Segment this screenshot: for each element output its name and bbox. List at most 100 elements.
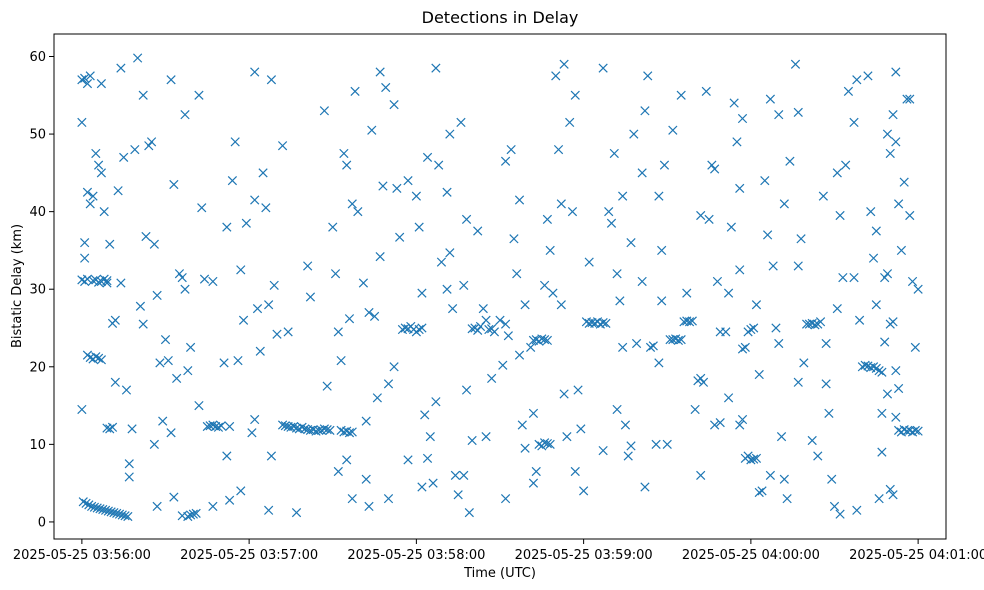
data-point xyxy=(676,335,686,345)
data-point xyxy=(93,160,104,170)
data-point xyxy=(863,71,873,81)
data-point xyxy=(484,324,494,335)
data-point xyxy=(127,424,137,434)
data-point xyxy=(556,199,566,209)
data-point xyxy=(559,389,569,399)
data-point xyxy=(102,276,112,286)
data-point xyxy=(893,199,904,209)
data-point xyxy=(746,324,756,335)
data-point xyxy=(573,385,583,395)
data-point xyxy=(710,420,720,430)
data-point xyxy=(247,428,257,438)
data-point xyxy=(169,492,179,502)
data-point xyxy=(191,508,201,519)
data-point xyxy=(626,238,636,248)
data-point xyxy=(105,239,115,249)
data-point xyxy=(687,316,697,326)
data-point xyxy=(905,210,915,221)
data-point xyxy=(333,466,343,477)
x-axis-label: Time (UTC) xyxy=(463,566,536,581)
data-point xyxy=(219,358,229,368)
data-point xyxy=(721,327,731,337)
data-point xyxy=(464,508,474,518)
data-point xyxy=(534,439,544,449)
data-point xyxy=(877,367,887,377)
data-point xyxy=(740,342,750,353)
data-point xyxy=(447,303,458,314)
data-point xyxy=(197,203,207,213)
data-point xyxy=(682,288,692,298)
data-point xyxy=(144,141,154,151)
data-point xyxy=(732,137,742,147)
data-point xyxy=(623,451,633,461)
data-point xyxy=(743,451,753,461)
data-point xyxy=(117,510,127,520)
data-point xyxy=(236,265,246,275)
data-point xyxy=(305,292,316,302)
data-point xyxy=(548,288,558,298)
data-point xyxy=(414,324,424,335)
data-point xyxy=(146,137,157,147)
data-point xyxy=(183,511,193,522)
data-point xyxy=(364,501,374,512)
data-point xyxy=(551,71,561,81)
data-point xyxy=(751,300,762,310)
data-point xyxy=(119,152,129,162)
data-point xyxy=(723,393,734,403)
data-point xyxy=(107,422,118,432)
data-point xyxy=(690,404,700,415)
data-point xyxy=(208,501,218,512)
data-point xyxy=(224,421,235,432)
data-point xyxy=(133,53,143,63)
data-point xyxy=(81,498,91,508)
data-point xyxy=(422,152,433,162)
data-point xyxy=(369,311,380,321)
data-point xyxy=(559,59,569,69)
data-point xyxy=(116,278,126,288)
data-point xyxy=(431,63,441,73)
data-point xyxy=(208,276,218,287)
x-tick-label: 2025-05-25 04:00:00 xyxy=(682,548,820,563)
data-point xyxy=(121,385,132,395)
data-point xyxy=(852,75,862,85)
data-point xyxy=(130,144,140,155)
data-point xyxy=(87,501,97,512)
data-point xyxy=(746,455,756,465)
x-axis-ticks: 2025-05-25 03:56:00 2025-05-25 03:57:00 20… xyxy=(13,539,984,563)
data-point xyxy=(618,342,628,353)
data-point xyxy=(528,478,539,488)
data-point xyxy=(110,377,120,387)
data-point xyxy=(654,358,664,368)
data-point xyxy=(762,230,773,240)
data-point xyxy=(776,431,787,442)
data-point xyxy=(445,248,455,258)
data-point xyxy=(790,59,801,69)
data-point xyxy=(172,373,182,384)
data-point xyxy=(737,113,748,124)
data-point xyxy=(152,290,162,301)
data-point xyxy=(114,509,125,519)
data-point xyxy=(358,278,369,288)
data-point xyxy=(843,86,854,97)
data-point xyxy=(456,117,466,128)
data-point xyxy=(91,352,101,362)
data-point xyxy=(514,195,525,205)
data-point xyxy=(375,252,385,262)
data-point xyxy=(849,272,859,283)
data-point xyxy=(874,366,884,376)
data-point xyxy=(361,474,371,484)
data-point xyxy=(105,424,115,434)
data-point xyxy=(712,276,723,287)
data-point xyxy=(657,296,667,306)
data-point xyxy=(417,288,427,298)
data-point xyxy=(403,175,413,186)
data-point xyxy=(913,426,923,436)
data-point xyxy=(85,71,95,81)
data-point xyxy=(531,466,541,477)
data-point xyxy=(891,67,901,77)
data-point xyxy=(570,466,580,477)
data-point xyxy=(269,280,279,290)
data-point xyxy=(684,317,695,327)
data-point xyxy=(913,284,923,294)
data-point xyxy=(905,94,915,104)
